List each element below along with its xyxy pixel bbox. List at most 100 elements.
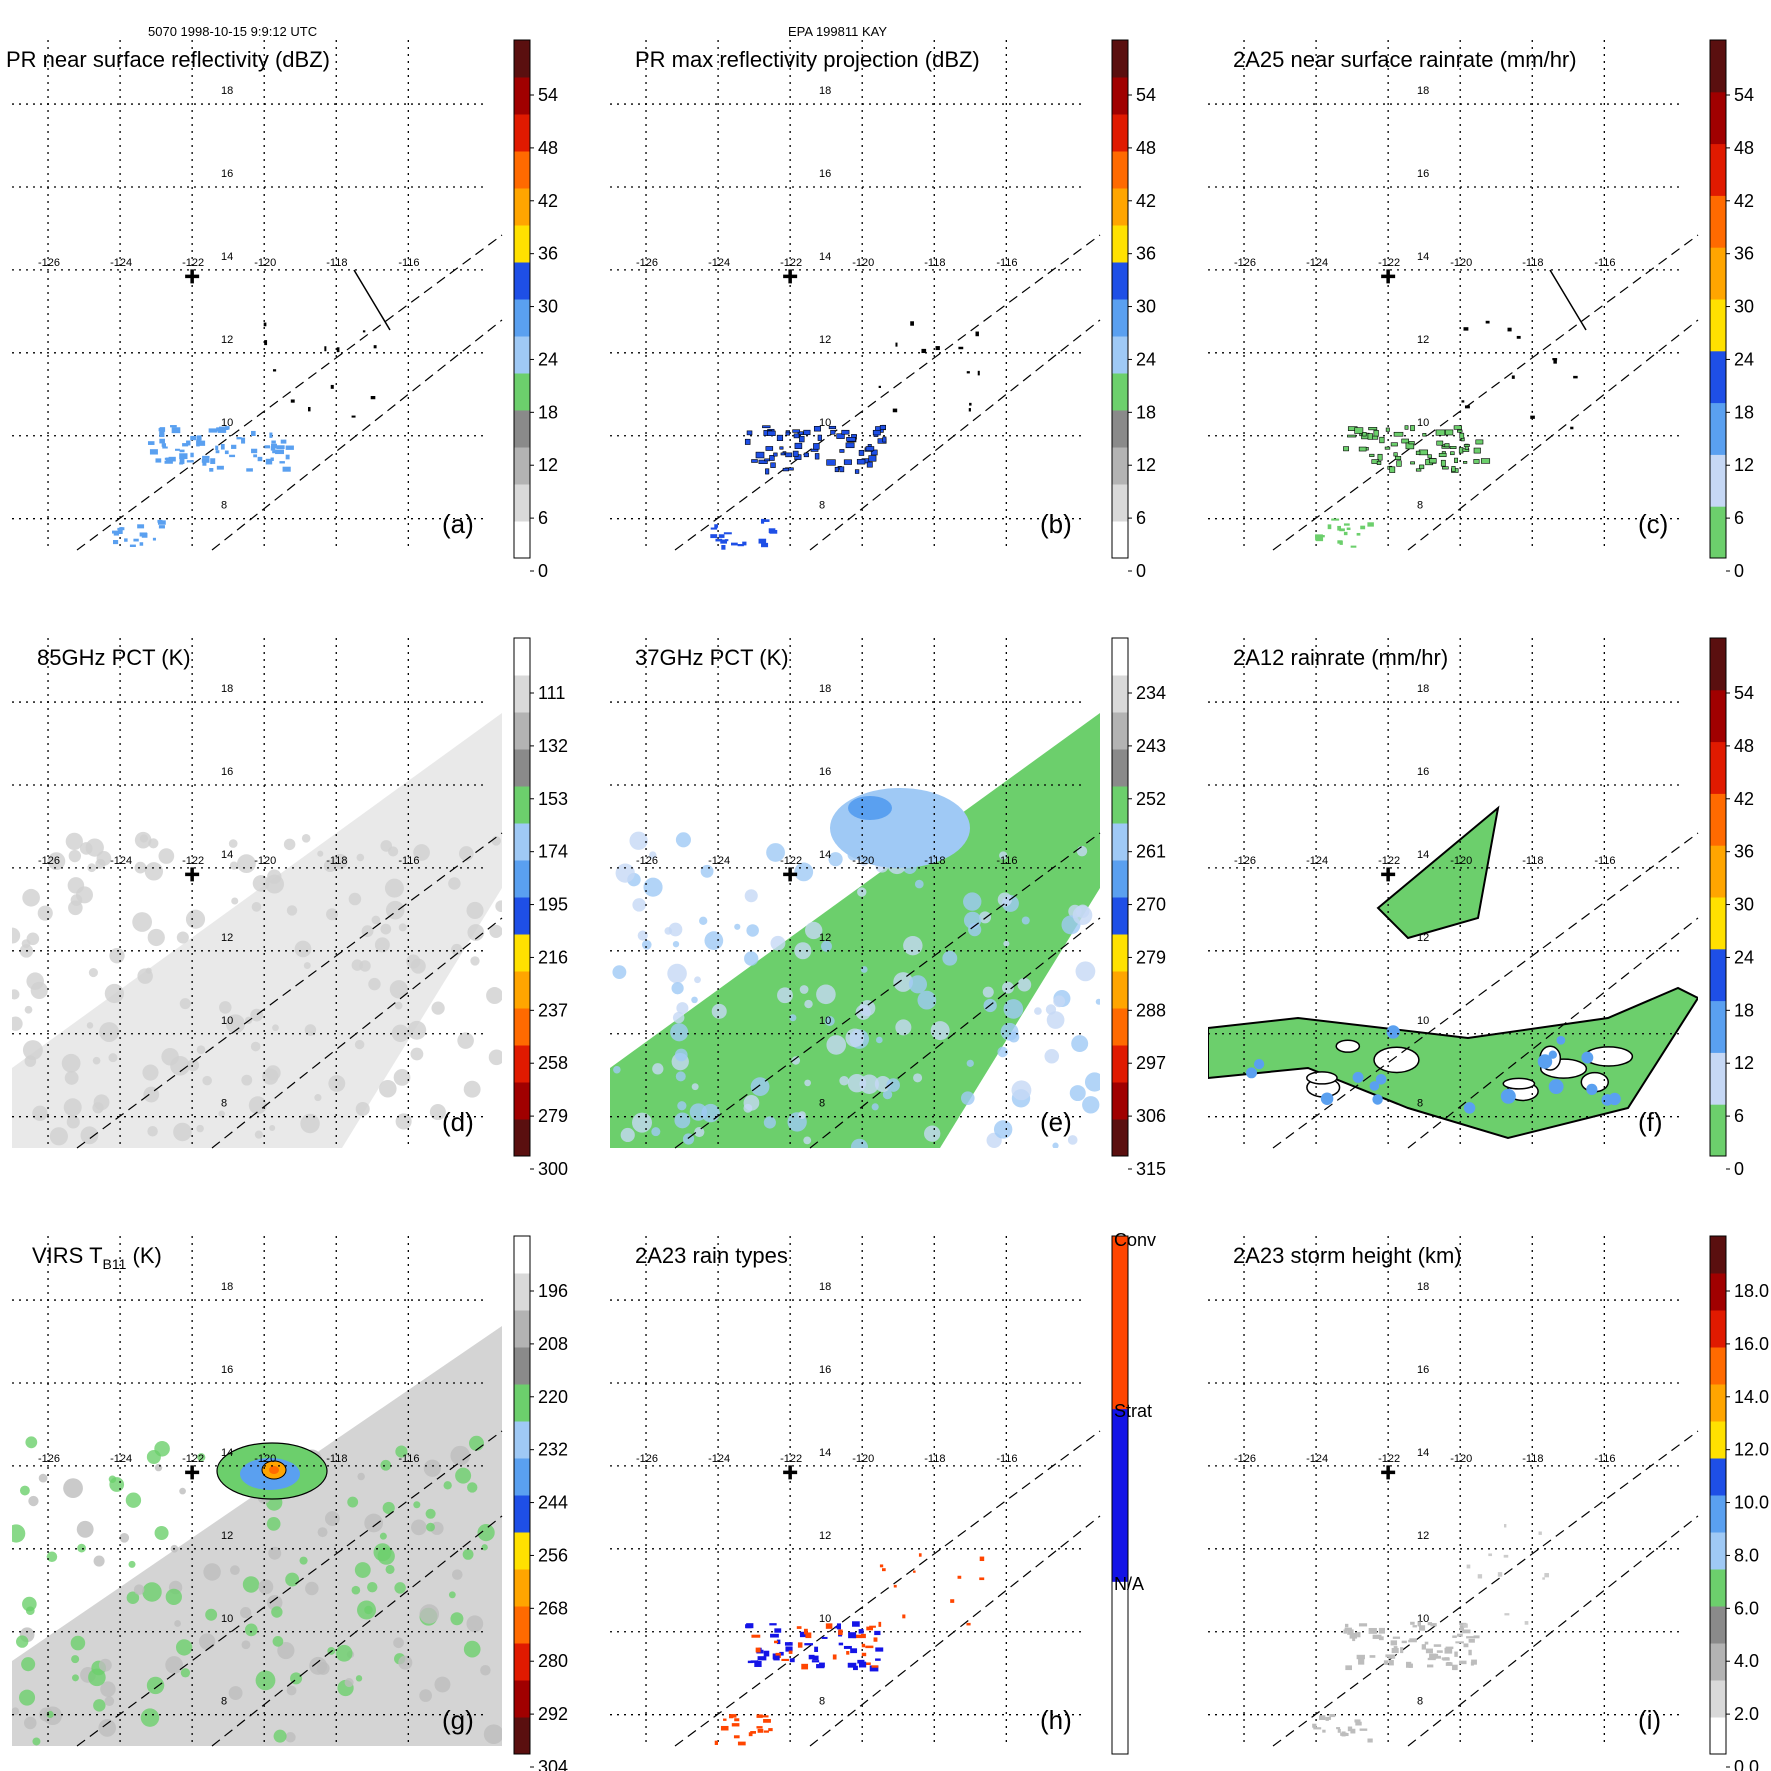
swath-cell xyxy=(283,838,296,851)
swath-cell xyxy=(1084,1072,1100,1092)
rain-cell xyxy=(1463,1102,1476,1114)
echo-pixel xyxy=(710,527,718,530)
echo-pixel xyxy=(1419,1625,1426,1631)
colorbar-tick-label: 174 xyxy=(538,842,568,862)
swath-cell xyxy=(674,1048,688,1062)
lat-label: 14 xyxy=(819,251,831,263)
colorbar-tick-label: 54 xyxy=(1734,683,1754,703)
swath-cell xyxy=(187,1059,200,1072)
echo-pixel xyxy=(1337,1728,1341,1733)
swath-cell xyxy=(389,980,408,999)
swath-cell xyxy=(766,843,785,862)
echo-pixel xyxy=(760,518,765,524)
rain-gap xyxy=(1373,1046,1420,1074)
colorbar-tick-label: 48 xyxy=(1734,138,1754,158)
rain-gap xyxy=(1306,1071,1338,1085)
echo-pixel xyxy=(279,461,285,464)
swath-cell xyxy=(196,1124,204,1133)
echo-pixel xyxy=(723,1718,727,1721)
echo-pixel xyxy=(162,446,168,449)
echo-pixel xyxy=(878,1621,882,1627)
swath-cell xyxy=(104,983,124,1004)
echo-pixel xyxy=(241,437,246,444)
swath-cell xyxy=(250,1041,261,1052)
lat-label: 8 xyxy=(1417,1098,1423,1110)
colorbar-tick-label: 36 xyxy=(538,244,558,264)
swath-cell xyxy=(770,935,786,951)
lon-label: -120 xyxy=(852,1453,874,1465)
echo-pixel xyxy=(769,455,775,461)
colorbar-tick-label: 42 xyxy=(1734,789,1754,809)
echo-pixel xyxy=(839,466,845,473)
colorbar-tick-label: 36 xyxy=(1734,842,1754,862)
swath-cell xyxy=(789,1014,797,1022)
swath-cell xyxy=(87,863,97,873)
swath-cell xyxy=(826,1035,847,1055)
panel-title: 2A12 rainrate (mm/hr) xyxy=(1233,645,1448,670)
swath-cell xyxy=(380,923,392,935)
swath-cell xyxy=(1076,845,1088,857)
colorbar-tick-label: 261 xyxy=(1136,842,1166,862)
swath-cell xyxy=(305,1581,319,1596)
colorbar-tick-label: 315 xyxy=(1136,1159,1166,1179)
swath-cell xyxy=(651,1127,661,1137)
colorbar-tick-label: 220 xyxy=(538,1387,568,1407)
colorbar-segment xyxy=(514,1495,530,1533)
colorbar-tick-label: 18 xyxy=(538,402,558,422)
swath-cell xyxy=(202,1075,212,1086)
swath-cell xyxy=(32,1737,41,1746)
lat-label: 16 xyxy=(1417,168,1429,180)
swath-cell xyxy=(88,967,98,978)
lat-label: 16 xyxy=(819,1364,831,1376)
lon-label: -126 xyxy=(1234,257,1256,269)
colorbar-tick-label: 243 xyxy=(1136,736,1166,756)
swath-cell xyxy=(100,1681,116,1697)
colorbar-tick-label: 42 xyxy=(1136,191,1156,211)
swath-cell xyxy=(273,1729,287,1743)
echo-pixel xyxy=(1471,1659,1477,1665)
echo-pixel xyxy=(734,1718,740,1722)
echo-pixel xyxy=(1424,1641,1429,1645)
swath-cell xyxy=(133,1584,145,1595)
echo-pixel xyxy=(1384,446,1391,450)
colorbar-segment xyxy=(1112,1045,1128,1083)
echo-pixel xyxy=(770,1633,779,1638)
lat-label: 16 xyxy=(221,766,233,778)
lat-label: 18 xyxy=(221,683,233,695)
swath-cell xyxy=(161,1047,179,1066)
echo-pixel xyxy=(1459,432,1465,439)
swath-cell xyxy=(65,832,83,850)
swath-cell xyxy=(649,851,657,859)
echo-pixel xyxy=(779,1651,784,1656)
echo-pixel xyxy=(275,449,285,455)
echo-pixel xyxy=(1453,425,1462,430)
swath-cell xyxy=(671,982,684,995)
echo-pixel xyxy=(748,1732,753,1737)
echo-pixel xyxy=(731,1723,740,1727)
swath-cell xyxy=(431,1001,445,1015)
echo-pixel xyxy=(979,1556,985,1562)
echo-pixel xyxy=(852,1634,862,1639)
colorbar-segment xyxy=(1112,1082,1128,1120)
echo-pixel xyxy=(864,1662,871,1665)
colorbar-segment xyxy=(1112,1581,1128,1755)
colorbar-tick-label: 24 xyxy=(1136,349,1156,369)
echo-pixel xyxy=(139,542,144,546)
echo-pixel xyxy=(805,1632,812,1639)
swath-cell xyxy=(393,1637,404,1649)
echo-pixel xyxy=(1318,535,1325,538)
echo-pixel xyxy=(1367,1738,1373,1743)
echo-pixel xyxy=(1463,1643,1469,1648)
rain-cell xyxy=(1253,1058,1265,1070)
echo-pixel xyxy=(1441,1657,1450,1660)
echo-pixel xyxy=(979,1577,985,1581)
echo-pixel xyxy=(1466,1564,1471,1569)
colorbar-segment xyxy=(514,638,530,676)
echo-pixel xyxy=(1477,1574,1483,1579)
panel-label: (e) xyxy=(1040,1107,1072,1137)
center-marker xyxy=(185,269,200,284)
echo-pixel xyxy=(1463,327,1469,331)
lat-label: 10 xyxy=(1417,417,1429,429)
colorbar-segment xyxy=(1112,410,1128,448)
echo-pixel xyxy=(847,1662,857,1668)
